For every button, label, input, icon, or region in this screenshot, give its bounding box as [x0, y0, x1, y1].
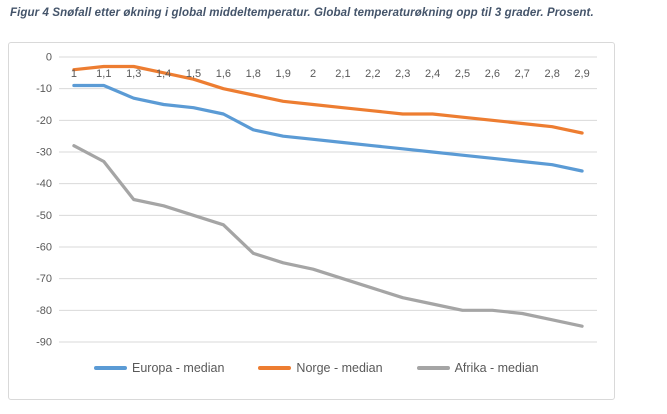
- y-axis-label: -20: [36, 115, 52, 127]
- legend: Europa - median Norge - median Afrika - …: [9, 361, 614, 375]
- series-line-norge: [72, 64, 584, 135]
- series-line-afrika: [72, 144, 584, 328]
- y-axis-label: 0: [46, 52, 52, 64]
- x-axis-label: 1,6: [216, 68, 231, 80]
- legend-item-europa: Europa - median: [94, 361, 224, 375]
- legend-label-afrika: Afrika - median: [454, 361, 539, 375]
- x-axis-label: 2,7: [515, 68, 530, 80]
- chart-area: 0 -10 -20 -30 -40 -50 -60 -70 -80 -90 1 1,1 1,3 1,4 1,…: [8, 42, 615, 400]
- x-axis-label: 2,6: [485, 68, 500, 80]
- series-lines: [72, 64, 584, 328]
- series-line-europa: [72, 83, 584, 173]
- legend-swatch-norge: [258, 366, 292, 370]
- x-axis-label: 2: [310, 68, 316, 80]
- y-axis-label: -90: [36, 337, 52, 349]
- y-axis-label: -50: [36, 210, 52, 222]
- x-axis-label: 1,8: [246, 68, 261, 80]
- x-axis-label: 2,1: [335, 68, 350, 80]
- x-axis-label: 2,8: [545, 68, 560, 80]
- legend-label-europa: Europa - median: [132, 361, 225, 375]
- x-axis-label: 1,1: [96, 68, 111, 80]
- x-axis-label: 1: [71, 68, 77, 80]
- x-axis-label: 2,5: [455, 68, 470, 80]
- x-axis-label: 1,3: [126, 68, 141, 80]
- x-axis-label: 2,4: [425, 68, 440, 80]
- y-axis-label: -10: [36, 83, 52, 95]
- x-axis-label: 2,3: [395, 68, 410, 80]
- x-axis-label: 1,4: [156, 68, 171, 80]
- y-axis-label: -80: [36, 305, 52, 317]
- line-chart: 0 -10 -20 -30 -40 -50 -60 -70 -80 -90 1 1,1 1,3 1,4 1,…: [36, 52, 597, 349]
- y-axis-label: -40: [36, 178, 52, 190]
- legend-swatch-europa: [94, 366, 127, 370]
- y-axis-label: -60: [36, 242, 52, 254]
- legend-label-norge: Norge - median: [296, 361, 383, 375]
- x-axis-label: 2,9: [574, 68, 589, 80]
- figure-title: Figur 4 Snøfall etter økning i global mi…: [10, 7, 594, 19]
- x-axis-label: 2,2: [365, 68, 380, 80]
- y-axis-label: -70: [36, 273, 52, 285]
- x-axis-label: 1,5: [186, 68, 201, 80]
- legend-item-afrika: Afrika - median: [416, 361, 539, 375]
- legend-item-norge: Norge - median: [258, 361, 383, 375]
- legend-swatch-afrika: [416, 366, 450, 370]
- x-axis-labels: 1 1,1 1,3 1,4 1,5 1,6 1,8 1,9 2 2,1 2,2 2,3 2,4 2,5 2,…: [71, 68, 590, 80]
- gridlines: [59, 56, 597, 343]
- y-axis-labels: 0 -10 -20 -30 -40 -50 -60 -70 -80 -90: [36, 52, 52, 349]
- y-axis-label: -30: [36, 147, 52, 159]
- x-axis-label: 1,9: [276, 68, 291, 80]
